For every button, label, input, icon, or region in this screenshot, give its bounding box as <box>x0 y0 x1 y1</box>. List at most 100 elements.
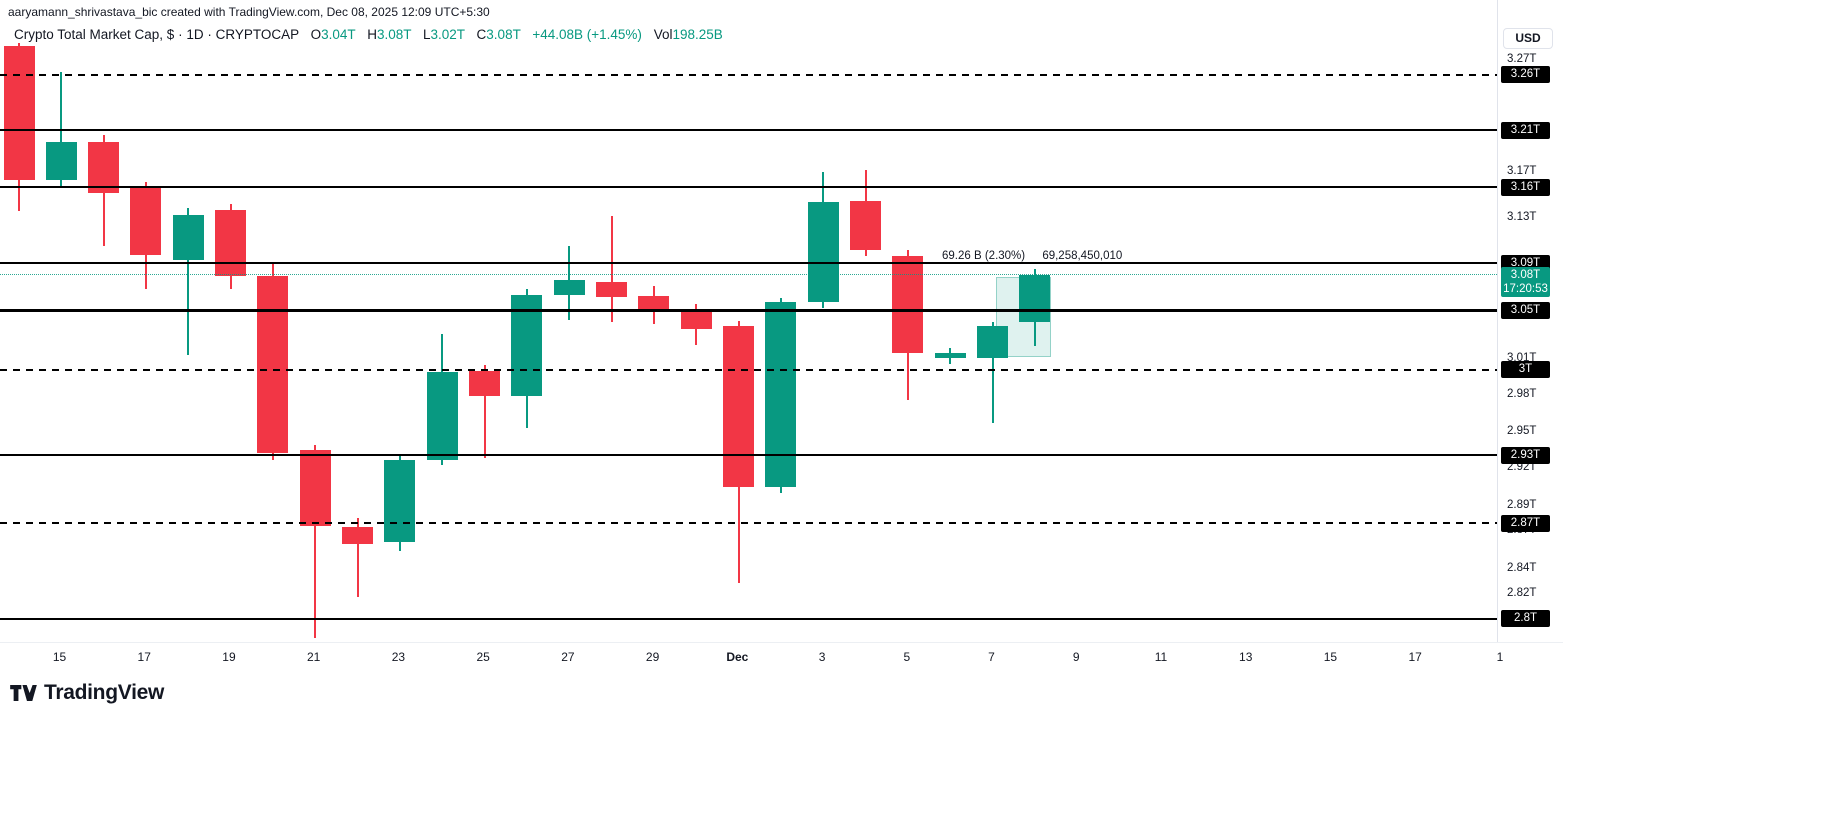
horizontal-line-2.8T[interactable] <box>0 617 1497 620</box>
time-label-9-12: 9 <box>1072 650 1080 664</box>
price-tick-2.92T: 2.92T <box>1507 461 1537 474</box>
symbol-title[interactable]: Crypto Total Market Cap, $ · 1D · CRYPTO… <box>14 27 299 42</box>
candle-11[interactable] <box>469 371 501 397</box>
ohlc-open-value: 3.04T <box>321 27 356 42</box>
ohlc-close: C3.08T <box>477 27 521 42</box>
candle-3[interactable] <box>130 187 162 256</box>
candle-17[interactable] <box>723 325 755 488</box>
candle-wick-23 <box>991 322 994 424</box>
plot-area[interactable]: Crypto Total Market Cap, $ · 1D · CRYPTO… <box>0 0 1497 642</box>
time-label-3-9: 3 <box>818 650 826 664</box>
horizontal-line-3.21T[interactable] <box>0 129 1497 132</box>
horizontal-line-2.93T[interactable] <box>0 454 1497 457</box>
price-tick-3.01T: 3.01T <box>1507 351 1537 364</box>
horizontal-line-3.05T[interactable] <box>0 309 1497 313</box>
candle-8[interactable] <box>342 527 374 544</box>
ohlc-close-label: C <box>476 27 487 42</box>
horizontal-line-2.87T[interactable] <box>0 522 1497 525</box>
candle-1[interactable] <box>45 141 77 181</box>
change-value: +44.08B (+1.45%) <box>532 27 642 42</box>
candle-7[interactable] <box>299 450 331 526</box>
ohlc-low-value: 3.02T <box>430 27 465 42</box>
price-badge-3.05T: 3.05T <box>1501 301 1550 319</box>
attribution-text: aaryamann_shrivastava_bic created with T… <box>8 5 490 19</box>
candle-16[interactable] <box>680 311 712 330</box>
tradingview-logo-icon <box>10 685 37 701</box>
ohlc-open-label: O <box>310 27 322 42</box>
price-tick-2.82T: 2.82T <box>1507 587 1537 600</box>
ohlc-high-label: H <box>367 27 377 42</box>
candle-13[interactable] <box>553 279 585 295</box>
price-tick-2.95T: 2.95T <box>1507 424 1537 437</box>
volume-label: Vol <box>653 27 673 42</box>
price-tick-3.13T: 3.13T <box>1507 210 1537 223</box>
ohlc-high-value: 3.08T <box>376 27 412 42</box>
tradingview-logo-text: TradingView <box>44 681 165 704</box>
horizontal-line-3.26T[interactable] <box>0 73 1497 76</box>
time-label-17-16: 17 <box>1408 650 1422 664</box>
price-badge-2.87T: 2.87T <box>1501 514 1550 532</box>
price-tick-2.89T: 2.89T <box>1507 498 1537 511</box>
candle-18[interactable] <box>765 302 797 488</box>
volume-group: Vol198.25B <box>654 27 723 42</box>
price-badge-2.8T: 2.8T <box>1501 610 1550 628</box>
time-label-11-13: 11 <box>1154 650 1168 664</box>
horizontal-line-3.16T[interactable] <box>0 186 1497 189</box>
time-label-27-6: 27 <box>561 650 575 664</box>
time-label-15-0: 15 <box>52 650 67 664</box>
candle-23[interactable] <box>977 325 1009 358</box>
price-badge-3T: 3T <box>1501 361 1550 379</box>
price-badge-3.16T: 3.16T <box>1501 178 1550 196</box>
time-label-19-2: 19 <box>222 650 236 664</box>
time-label-5-10: 5 <box>903 650 911 664</box>
time-label-Dec-8: Dec <box>726 650 749 664</box>
current-price-label: 3.08T <box>1510 268 1541 281</box>
price-axis[interactable]: 3.08T 17:20:53 3.26T 3.21T 3.16T 3.09T 3.05T… <box>1497 0 1564 642</box>
chart-legend: Crypto Total Market Cap, $ · 1D · CRYPTO… <box>14 27 723 42</box>
candle-10[interactable] <box>426 372 458 460</box>
candle-20[interactable] <box>850 200 882 251</box>
candle-6[interactable] <box>257 276 289 453</box>
time-label-17-1: 17 <box>137 650 151 664</box>
candle-2[interactable] <box>88 141 120 193</box>
bar-countdown: 17:20:53 <box>1503 282 1548 295</box>
candle-0[interactable] <box>3 45 35 181</box>
current-price-line <box>0 273 1497 275</box>
horizontal-line-3T[interactable] <box>0 368 1497 371</box>
candle-5[interactable] <box>215 209 247 277</box>
candle-wick-8 <box>356 518 359 597</box>
candle-wick-7 <box>314 445 317 639</box>
time-label-21-3: 21 <box>307 650 321 664</box>
time-label-7-11: 7 <box>988 650 995 664</box>
candle-21[interactable] <box>892 256 924 354</box>
time-label-23-4: 23 <box>391 650 406 664</box>
measure-annotation: 69.26 B (2.30%) 69,258,450,010 <box>942 250 1122 262</box>
candle-4[interactable] <box>172 214 204 260</box>
measure-change-text: 69.26 B (2.30%) <box>942 250 1026 262</box>
horizontal-line-3.09T[interactable] <box>0 262 1497 265</box>
price-badge-2.93T: 2.93T <box>1501 446 1550 464</box>
ohlc-low-label: L <box>422 27 431 42</box>
time-label-25-5: 25 <box>476 650 490 664</box>
tradingview-logo[interactable]: TradingView <box>10 681 164 705</box>
candle-19[interactable] <box>807 201 839 302</box>
price-tick-3.27T: 3.27T <box>1507 53 1537 66</box>
price-tick-2.84T: 2.84T <box>1507 561 1537 574</box>
candle-14[interactable] <box>596 282 628 298</box>
price-badge-3.26T: 3.26T <box>1501 66 1550 84</box>
candle-24[interactable] <box>1019 274 1051 323</box>
volume-value: 198.25B <box>672 27 723 42</box>
currency-toggle-button[interactable]: USD <box>1503 28 1553 49</box>
price-tick-3.17T: 3.17T <box>1507 165 1537 178</box>
price-badge-3.21T: 3.21T <box>1501 121 1550 139</box>
time-label-29-7: 29 <box>645 650 660 664</box>
ohlc-open: O3.04T <box>311 27 356 42</box>
time-label-13-14: 13 <box>1239 650 1253 664</box>
time-axis[interactable]: 15 17 19 21 23 25 27 29 Dec 3 5 7 9 11 13 15 17 1 <box>0 642 1563 673</box>
candle-9[interactable] <box>384 459 416 543</box>
candle-15[interactable] <box>638 296 670 312</box>
candle-22[interactable] <box>934 353 966 358</box>
candle-wick-4 <box>187 207 190 356</box>
time-label-15-15: 15 <box>1323 650 1338 664</box>
